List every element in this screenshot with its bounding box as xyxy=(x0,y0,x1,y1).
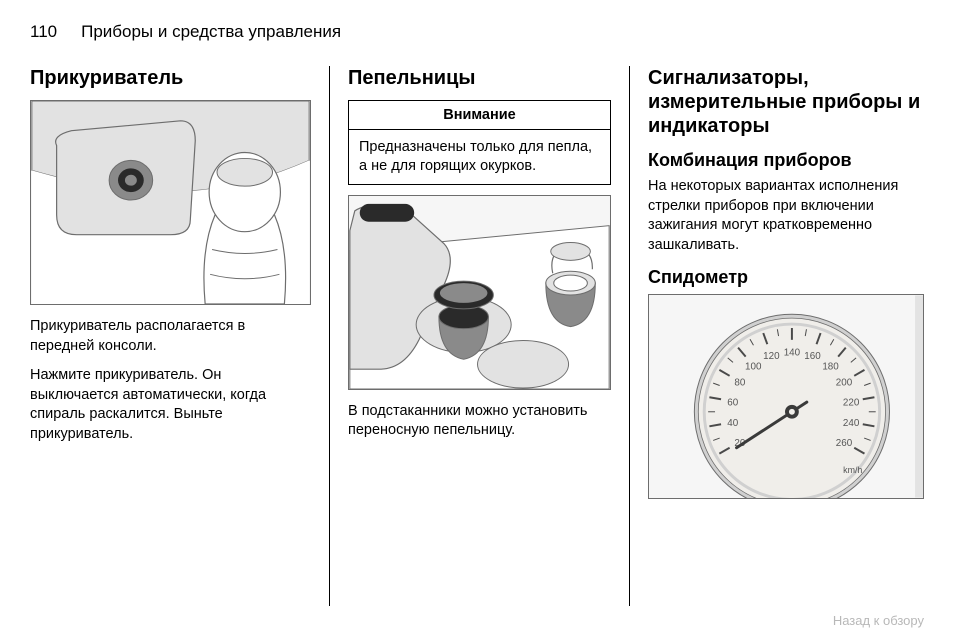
svg-text:240: 240 xyxy=(843,418,860,429)
svg-text:260: 260 xyxy=(836,438,853,449)
caution-box: Внимание Предназначены только для пепла,… xyxy=(348,100,611,185)
figure-ashtray xyxy=(348,195,611,390)
para-lighter-1: Прикуриватель располагается в передней к… xyxy=(30,317,311,356)
svg-text:km/h: km/h xyxy=(843,465,862,475)
column-indicators: Сигнализаторы, измерительные приборы и и… xyxy=(630,66,924,606)
svg-text:180: 180 xyxy=(822,362,839,373)
para-cluster: На некоторых вариантах исполнения стрелк… xyxy=(648,177,924,255)
para-lighter-2: Нажмите прикуриватель. Он выключается ав… xyxy=(30,366,311,444)
page-number: 110 xyxy=(30,22,57,42)
heading-lighter: Прикуриватель xyxy=(30,66,311,90)
caution-label: Внимание xyxy=(349,101,610,130)
figure-speedometer: 20406080100120140160180200220240260km/h xyxy=(648,294,924,499)
svg-text:140: 140 xyxy=(784,348,801,359)
caution-text: Предназначены только для пепла, а не для… xyxy=(349,130,610,184)
para-ashtray-1: В подстаканники можно установить перенос… xyxy=(348,402,611,441)
subheading-speedo: Спидометр xyxy=(648,267,924,288)
chapter-title: Приборы и средства управления xyxy=(81,22,341,42)
subheading-cluster: Комбинация приборов xyxy=(648,150,924,171)
column-ashtray: Пепельницы Внимание Предназначены только… xyxy=(330,66,630,606)
svg-text:200: 200 xyxy=(836,378,853,389)
heading-indicators: Сигнализаторы, измерительные приборы и и… xyxy=(648,66,924,138)
svg-text:220: 220 xyxy=(843,398,860,409)
svg-text:160: 160 xyxy=(804,351,821,362)
column-lighter: Прикуриватель Прикуриватель располагаетс… xyxy=(30,66,330,606)
back-to-overview-link[interactable]: Назад к обзору xyxy=(833,613,924,628)
svg-text:100: 100 xyxy=(745,362,762,373)
svg-text:60: 60 xyxy=(727,398,738,409)
svg-text:120: 120 xyxy=(763,351,780,362)
svg-text:40: 40 xyxy=(727,418,738,429)
figure-lighter xyxy=(30,100,311,305)
heading-ashtray: Пепельницы xyxy=(348,66,611,90)
svg-text:80: 80 xyxy=(734,378,745,389)
